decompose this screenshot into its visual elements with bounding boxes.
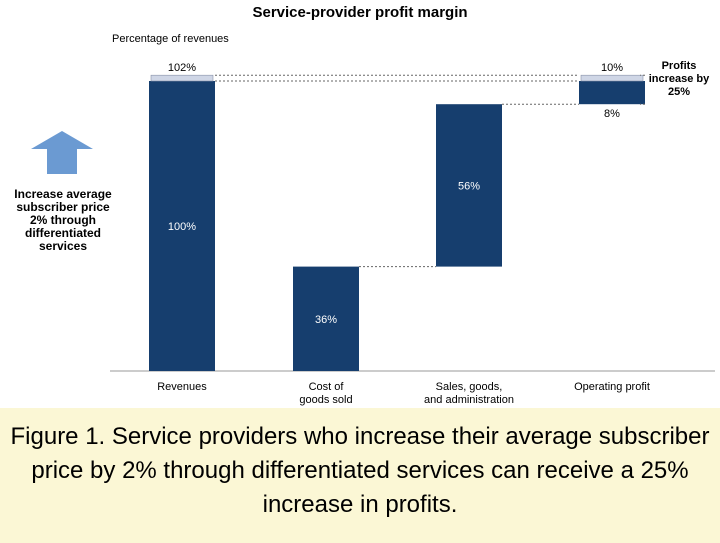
- bar-1: [293, 266, 359, 371]
- bar-2: [436, 104, 502, 267]
- x-tick-label-1: Cost of goods sold: [299, 381, 352, 406]
- figure-caption: Figure 1. Service providers who increase…: [0, 408, 720, 543]
- bar-label-2: 56%: [458, 180, 480, 192]
- up-arrow-icon: [31, 131, 93, 174]
- bar-label-0: 100%: [168, 221, 196, 233]
- y-axis-label: Percentage of revenues: [112, 33, 229, 45]
- x-tick-label-2: Sales, goods, and administration: [424, 381, 514, 406]
- bar-label-3: 8%: [604, 108, 620, 120]
- increment-0: [150, 74, 214, 82]
- waterfall-chart: 100% 36% 56% 8% 102% 10% Revenues Cost of goods …: [31, 62, 715, 406]
- increment-label-1: 10%: [601, 62, 623, 74]
- x-tick-label-0: Revenues: [157, 381, 207, 393]
- x-tick-label-3: Operating profit: [574, 381, 650, 393]
- profit-increase-callout: Profits increase by 25%: [648, 60, 710, 98]
- price-increase-annotation: Increase average subscriber price 2% thr…: [14, 187, 112, 253]
- chart-title: Service-provider profit margin: [252, 4, 468, 21]
- bar-3: [579, 81, 645, 105]
- increment-label-0: 102%: [168, 62, 196, 74]
- bar-0: [149, 81, 215, 371]
- bar-label-1: 36%: [315, 314, 337, 326]
- increment-1: [580, 74, 644, 82]
